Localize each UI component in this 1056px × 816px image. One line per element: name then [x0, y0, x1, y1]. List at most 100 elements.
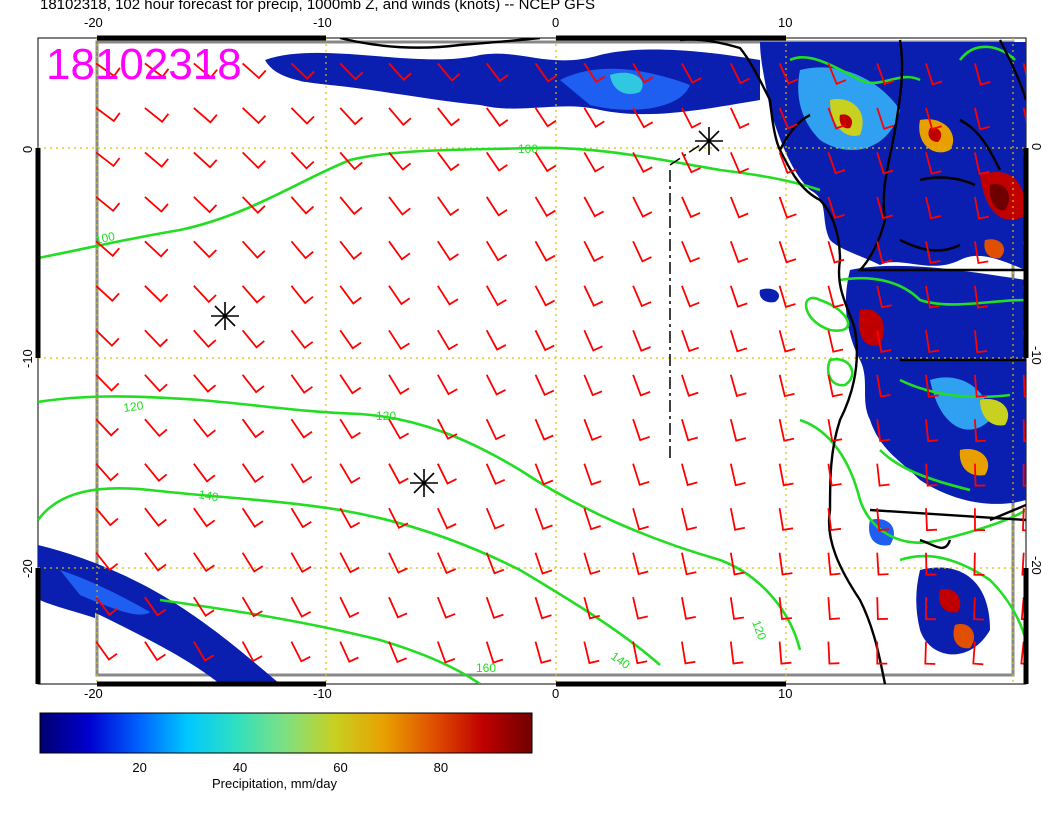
wind-barb: [339, 151, 363, 171]
wind-barb: [193, 107, 218, 124]
wind-barb: [876, 419, 891, 443]
wind-barb: [974, 463, 986, 487]
wind-barb: [681, 552, 697, 576]
wind-barb: [437, 240, 459, 261]
contour-140: [38, 487, 661, 666]
wind-barb: [632, 151, 653, 174]
contour-160: [159, 598, 481, 684]
star-marker: [695, 127, 723, 155]
wind-barb: [290, 240, 314, 260]
wind-barb: [925, 552, 937, 576]
wind-barb: [241, 596, 263, 618]
wind-barb: [778, 463, 794, 487]
wind-barb: [437, 418, 458, 440]
wind-barb: [339, 463, 361, 484]
wind-barb: [339, 107, 364, 126]
colorbar-gradient: [39, 712, 533, 754]
wind-barb: [534, 596, 552, 620]
wind-barb: [681, 196, 701, 219]
wind-barb: [778, 419, 795, 442]
wind-barb: [144, 107, 170, 123]
wind-barb: [632, 641, 648, 665]
wind-barb: [778, 63, 799, 85]
wind-barb: [925, 463, 938, 487]
wind-barb: [193, 62, 218, 79]
wind-barb: [827, 285, 844, 309]
wind-barb: [974, 241, 989, 265]
star-markers: [211, 127, 723, 497]
wind-barb: [583, 596, 600, 620]
wind-barb: [193, 196, 218, 214]
wind-barb: [632, 552, 649, 576]
wind-barb: [388, 329, 410, 351]
colorbar-tick-label: 40: [233, 760, 247, 775]
contour-label: 100: [518, 142, 538, 156]
wind-barb: [534, 374, 555, 396]
wind-barb: [241, 285, 266, 304]
wind-barb: [436, 596, 456, 619]
wind-barb: [583, 463, 602, 486]
wind-barb: [827, 641, 840, 665]
wind-barb: [339, 507, 361, 529]
map-title: 18102318, 102 hour forecast for precip, …: [40, 0, 595, 13]
wind-barb: [388, 641, 407, 664]
wind-barb: [681, 597, 696, 620]
wind-barb: [534, 107, 557, 128]
wind-barb: [437, 374, 458, 396]
wind-barb: [973, 552, 985, 576]
wind-barb: [681, 463, 698, 487]
wind-barb: [241, 107, 267, 125]
wind-barb: [876, 241, 893, 264]
wind-barb: [485, 151, 508, 172]
wind-barb: [290, 596, 312, 618]
wind-barb: [388, 374, 410, 395]
wind-barb: [437, 107, 460, 127]
precipitation-field: [38, 42, 1026, 684]
wind-barb: [876, 641, 888, 665]
star-marker: [211, 302, 239, 330]
wind-barb: [729, 552, 745, 576]
wind-barb: [388, 418, 410, 440]
wind-barb: [437, 329, 459, 351]
wind-barb: [827, 241, 845, 264]
wind-barb: [144, 641, 166, 662]
wind-barb: [95, 374, 120, 392]
wind-barb: [95, 107, 121, 123]
wind-barb: [339, 285, 362, 305]
wind-barb: [974, 63, 991, 86]
wind-barb: [144, 463, 168, 482]
wind-barb: [290, 552, 312, 574]
wind-barb: [193, 641, 215, 662]
wind-barb: [925, 285, 940, 309]
wind-barb: [876, 552, 889, 576]
lon-tick-top: -10: [313, 15, 332, 30]
wind-barb: [193, 418, 216, 438]
lat-tick-left: -10: [20, 349, 35, 368]
wind-barb: [924, 597, 936, 621]
wind-barb: [925, 330, 940, 354]
star-marker: [410, 469, 438, 497]
wind-barb: [485, 463, 506, 485]
wind-barb: [388, 196, 411, 216]
wind-barb: [193, 507, 216, 528]
lat-tick-right: -10: [1029, 346, 1044, 365]
wind-barb: [974, 196, 989, 220]
wind-barb: [1022, 374, 1026, 398]
wind-barb: [583, 641, 600, 665]
wind-barb: [1022, 419, 1026, 443]
wind-barb: [1022, 63, 1026, 78]
wind-barb: [925, 196, 942, 220]
wind-barb: [876, 463, 890, 487]
wind-barb: [485, 240, 508, 262]
wind-barb: [729, 196, 749, 219]
wind-barb: [925, 419, 939, 443]
wind-barb: [242, 62, 267, 80]
lat-tick-left: 0: [20, 146, 35, 153]
wind-barb: [241, 240, 266, 259]
dashed-boundary: [669, 144, 701, 462]
wind-barb: [974, 374, 987, 398]
wind-barb: [583, 507, 601, 531]
wind-barb: [485, 196, 508, 217]
coastline: [339, 38, 1026, 684]
wind-barb: [583, 62, 606, 84]
